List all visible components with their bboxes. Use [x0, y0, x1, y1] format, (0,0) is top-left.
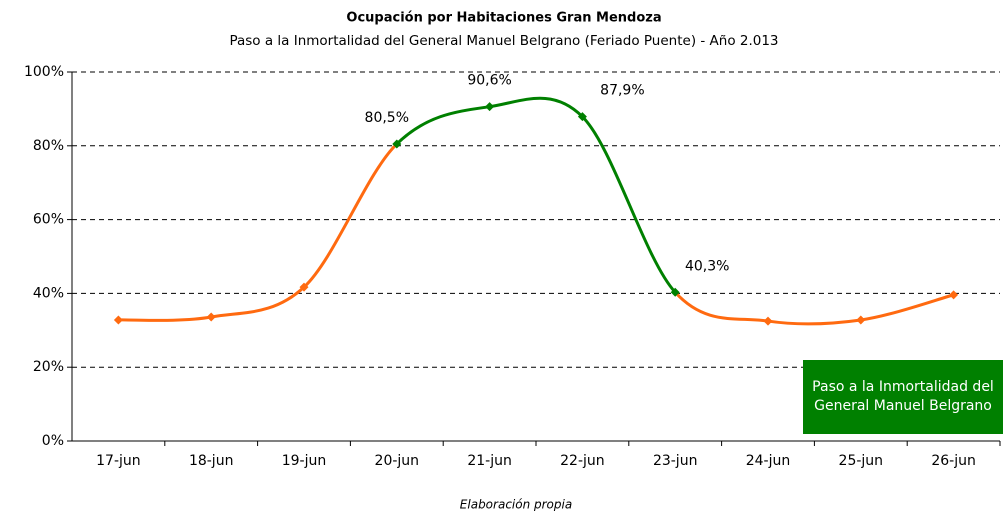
marker — [949, 290, 959, 300]
data-label: 40,3% — [685, 258, 729, 274]
marker — [577, 112, 587, 122]
x-tick-label: 22-jun — [560, 453, 605, 469]
y-tick-label: 20% — [33, 359, 64, 375]
line-segment — [860, 293, 954, 322]
y-tick-label: 100% — [24, 64, 64, 80]
x-tick-label: 21-jun — [467, 453, 512, 469]
y-tick-label: 80% — [33, 138, 64, 154]
x-tick-label: 19-jun — [282, 453, 327, 469]
line-segment — [581, 115, 677, 294]
y-tick-label: 0% — [42, 433, 64, 449]
line-segment — [302, 142, 398, 289]
y-tick-label: 40% — [33, 285, 64, 301]
chart-subtitle: Paso a la Inmortalidad del General Manue… — [229, 33, 778, 49]
annotation-box: Paso a la Inmortalidad del General Manue… — [803, 360, 1003, 434]
marker — [206, 312, 216, 322]
footer: Elaboración propia — [460, 498, 572, 512]
x-tick-label: 26-jun — [931, 453, 976, 469]
line-segment — [767, 318, 862, 326]
line-segment — [674, 291, 769, 323]
x-tick-label: 18-jun — [189, 453, 234, 469]
x-tick-label: 23-jun — [653, 453, 698, 469]
marker — [485, 102, 495, 112]
x-tick-label: 20-jun — [375, 453, 420, 469]
line-segment — [118, 315, 212, 322]
data-label: 87,9% — [600, 83, 644, 99]
marker — [763, 316, 773, 326]
marker — [670, 287, 680, 297]
x-tick-label: 24-jun — [746, 453, 791, 469]
x-tick-label: 17-jun — [96, 453, 141, 469]
y-tick-label: 60% — [33, 212, 64, 228]
line-segment — [395, 105, 490, 146]
marker — [856, 315, 866, 325]
line-segment — [489, 96, 584, 118]
data-label: 90,6% — [467, 73, 511, 89]
line-segment — [210, 286, 306, 319]
marker — [113, 315, 123, 325]
marker — [392, 139, 402, 149]
marker — [299, 282, 309, 292]
chart-title: Ocupación por Habitaciones Gran Mendoza — [346, 11, 661, 26]
data-label: 80,5% — [365, 110, 409, 126]
x-tick-label: 25-jun — [839, 453, 884, 469]
